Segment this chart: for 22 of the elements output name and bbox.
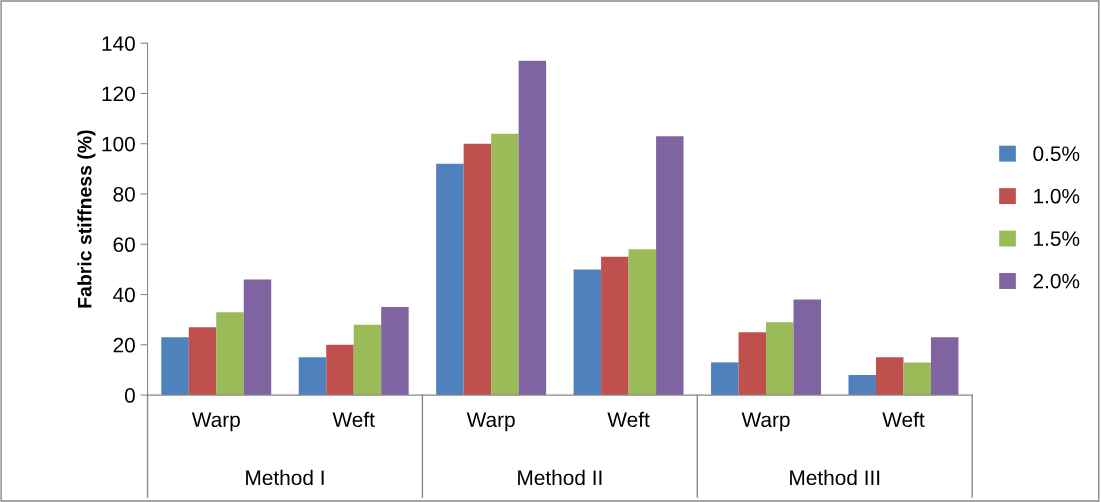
x-tick-label: Weft: [332, 411, 375, 428]
legend-label: 2.0%: [1033, 273, 1080, 289]
x-tick-label: Warp: [191, 412, 240, 432]
y-tick-label: 80: [113, 186, 135, 202]
y-axis-title: Fabric stiffness (%): [77, 130, 96, 308]
text: Method III: [790, 469, 880, 486]
x-tick-label: Warp: [466, 412, 515, 432]
y-tick-label: 20: [113, 337, 135, 353]
y-tick-label: 40: [113, 287, 135, 303]
y-tick-label: 140: [102, 36, 135, 51]
legend-label: 0.5%: [1033, 146, 1080, 162]
text: Method I: [246, 469, 324, 486]
y-tick-label: 60: [113, 237, 135, 253]
text: Method II: [518, 469, 602, 486]
legend-label: 1.0%: [1034, 188, 1080, 204]
y-tick-label: 0: [124, 388, 135, 403]
y-tick-label: 120: [102, 86, 135, 102]
y-tick-label: 100: [102, 136, 135, 152]
x-tick-label: Warp: [741, 412, 790, 432]
legend-label: 1.5%: [1034, 231, 1080, 246]
x-tick-label: Weft: [607, 411, 650, 428]
x-tick-label: Weft: [882, 411, 925, 428]
